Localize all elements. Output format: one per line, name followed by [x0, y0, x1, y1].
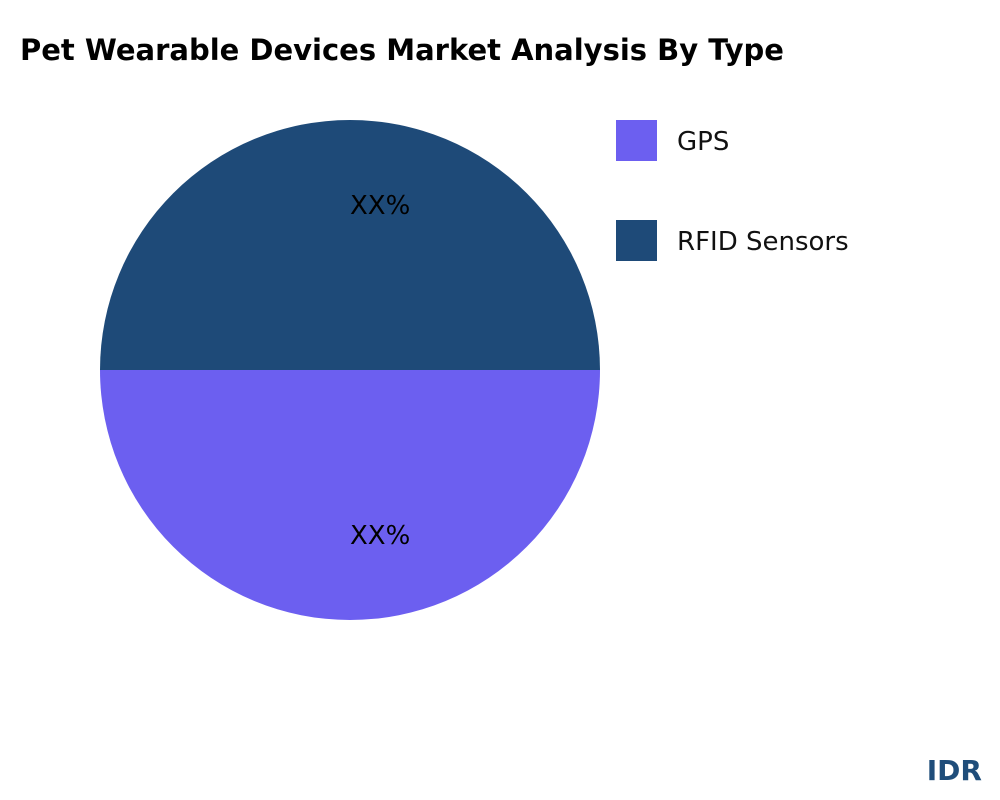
- slice-label: XX%: [350, 191, 410, 221]
- legend-label: GPS: [677, 127, 729, 157]
- legend-label: RFID Sensors: [677, 227, 849, 257]
- pie-slice-rfid-sensors: [100, 120, 600, 370]
- slice-label: XX%: [350, 521, 410, 551]
- chart-title: Pet Wearable Devices Market Analysis By …: [20, 33, 784, 67]
- pie-slice-gps: [100, 370, 600, 620]
- legend-swatch: [616, 120, 657, 161]
- legend-swatch: [616, 220, 657, 261]
- brand-logo: IDR: [927, 754, 982, 787]
